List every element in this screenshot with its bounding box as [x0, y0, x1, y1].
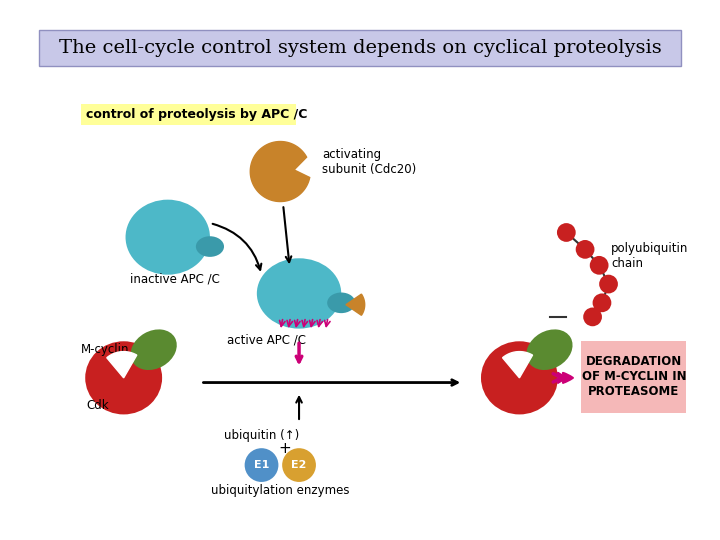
Text: E2: E2: [292, 460, 307, 470]
Text: DEGRADATION
OF M-CYCLIN IN
PROTEASOME: DEGRADATION OF M-CYCLIN IN PROTEASOME: [582, 355, 686, 399]
Circle shape: [282, 448, 316, 482]
Circle shape: [245, 448, 279, 482]
Text: activating
subunit (Cdc20): activating subunit (Cdc20): [323, 148, 417, 176]
Ellipse shape: [327, 293, 355, 313]
Ellipse shape: [526, 329, 572, 370]
Text: ubiquitin (↑): ubiquitin (↑): [224, 429, 299, 442]
Circle shape: [590, 256, 608, 275]
Text: +: +: [279, 441, 292, 456]
Circle shape: [599, 275, 618, 293]
Polygon shape: [503, 352, 533, 378]
Text: Cdk: Cdk: [86, 400, 109, 413]
Text: ubiquitylation enzymes: ubiquitylation enzymes: [211, 484, 349, 497]
Circle shape: [583, 307, 602, 326]
Text: inactive APC /C: inactive APC /C: [130, 273, 220, 286]
Circle shape: [593, 293, 611, 312]
FancyBboxPatch shape: [81, 104, 296, 125]
Ellipse shape: [196, 236, 224, 257]
Circle shape: [557, 223, 576, 242]
Ellipse shape: [130, 329, 177, 370]
Polygon shape: [107, 352, 137, 378]
Ellipse shape: [125, 200, 210, 275]
Circle shape: [576, 240, 595, 259]
FancyBboxPatch shape: [581, 341, 686, 413]
Ellipse shape: [257, 258, 341, 329]
Text: polyubiquitin
chain: polyubiquitin chain: [611, 242, 689, 270]
Text: active APC /C: active APC /C: [227, 334, 306, 347]
FancyBboxPatch shape: [40, 30, 680, 65]
Polygon shape: [251, 141, 310, 201]
Text: M-cyclin: M-cyclin: [81, 343, 129, 356]
Ellipse shape: [481, 341, 558, 414]
Text: The cell-cycle control system depends on cyclical proteolysis: The cell-cycle control system depends on…: [58, 39, 662, 57]
Ellipse shape: [85, 341, 162, 414]
Text: control of proteolysis by APC /C: control of proteolysis by APC /C: [86, 108, 307, 121]
Polygon shape: [346, 294, 365, 315]
Text: E1: E1: [254, 460, 269, 470]
